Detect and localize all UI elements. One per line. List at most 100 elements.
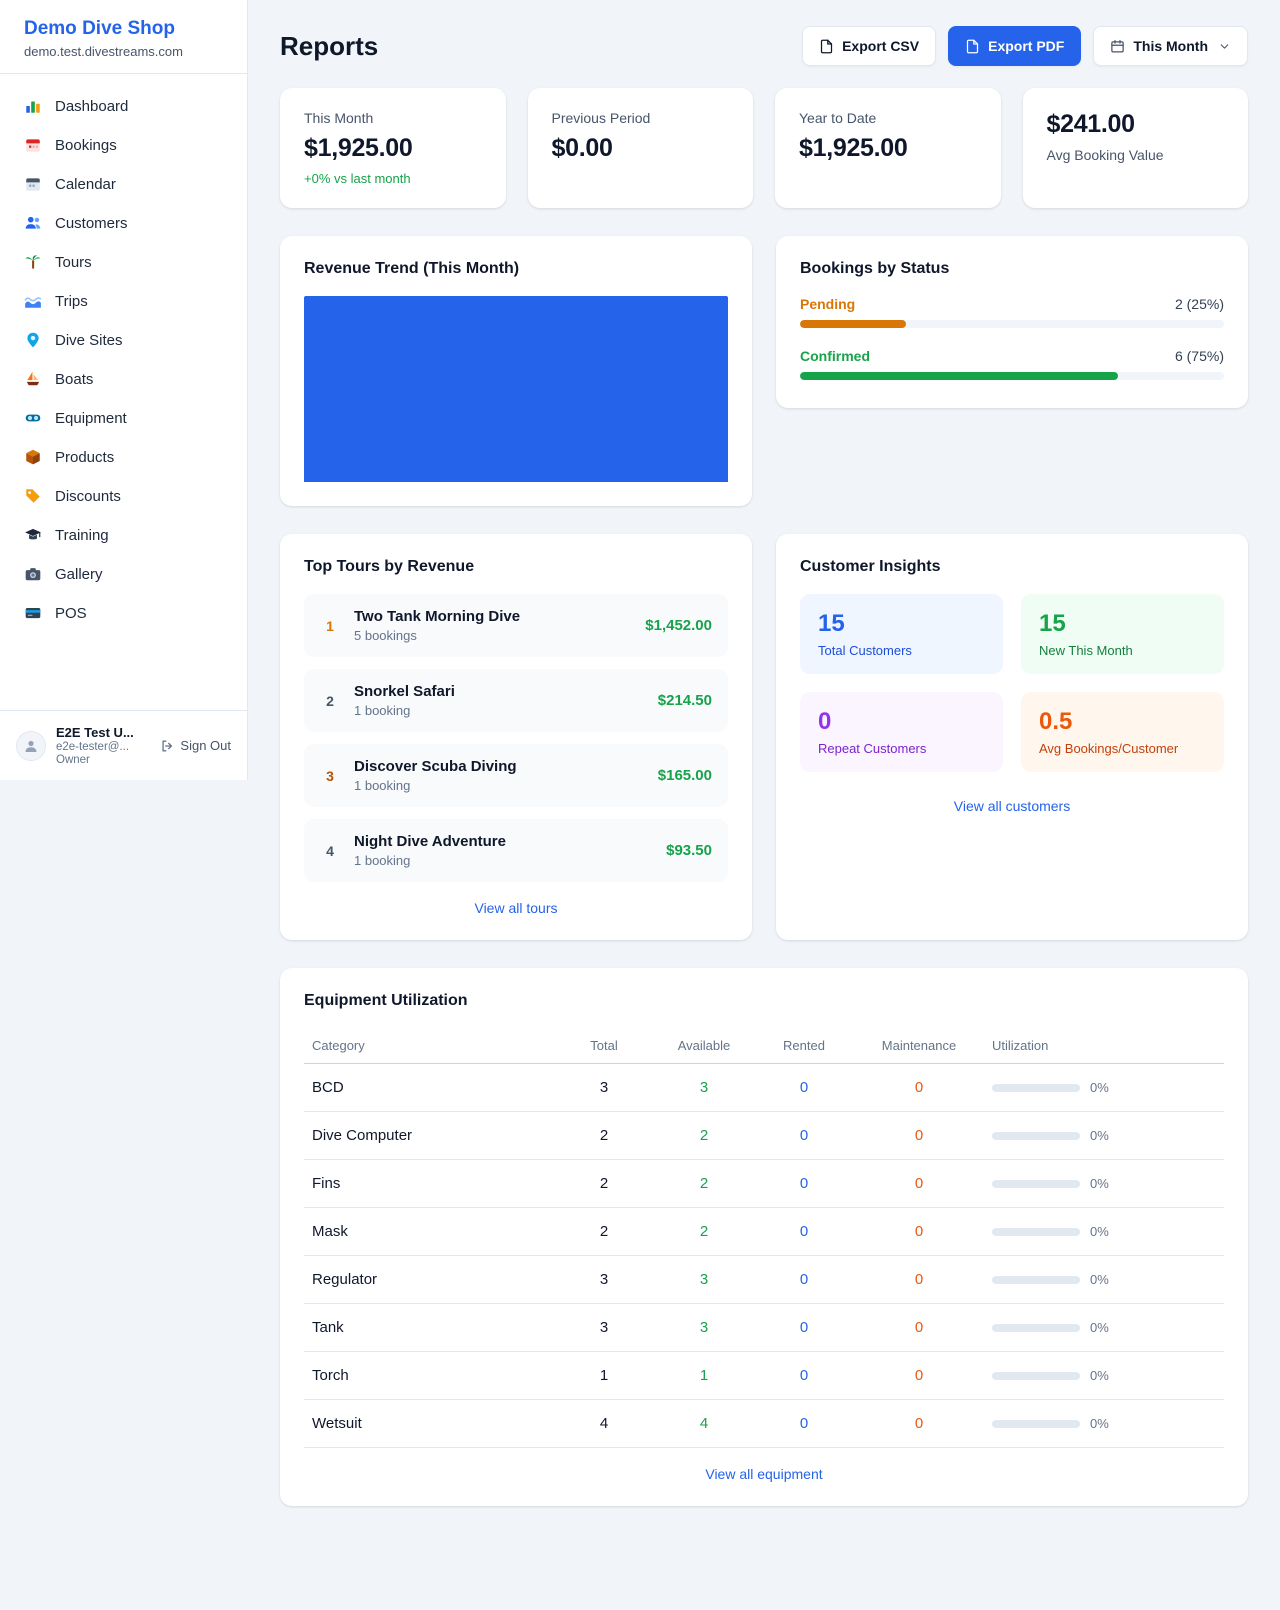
user-email: e2e-tester@...	[56, 741, 130, 753]
utilization-text: 0%	[1090, 1224, 1109, 1239]
utilization-text: 0%	[1090, 1128, 1109, 1143]
utilization-track	[992, 1227, 1080, 1236]
sidebar-item-dive-sites[interactable]: Dive Sites	[12, 322, 235, 358]
status-head: Confirmed 6 (75%)	[800, 348, 1224, 364]
utilization-track	[992, 1275, 1080, 1284]
tour-info: Snorkel Safari 1 booking	[354, 683, 644, 718]
sidebar-item-dashboard[interactable]: Dashboard	[12, 88, 235, 124]
user-name: E2E Test U...	[56, 725, 134, 740]
utilization-cell: 0%	[992, 1272, 1216, 1287]
tour-revenue: $214.50	[657, 692, 712, 709]
equipment-rented: 0	[754, 1159, 854, 1208]
tour-rank: 1	[326, 617, 334, 634]
progress-fill	[800, 372, 1118, 380]
tour-row: 1 Two Tank Morning Dive 5 bookings $1,45…	[304, 594, 728, 657]
status-value: 2 (25%)	[1174, 296, 1224, 312]
equipment-total: 2	[554, 1111, 654, 1160]
equipment-available: 1	[654, 1351, 754, 1400]
sidebar-item-label: Boats	[55, 370, 94, 388]
equipment-available: 2	[654, 1159, 754, 1208]
period-selector[interactable]: This Month	[1093, 26, 1248, 66]
utilization-text: 0%	[1090, 1320, 1109, 1335]
tour-name: Night Dive Adventure	[354, 833, 506, 850]
sidebar-header: Demo Dive Shop demo.test.divestreams.com	[0, 0, 247, 74]
people-icon	[24, 214, 42, 232]
stat-label: Avg Booking Value	[1046, 147, 1164, 163]
equipment-category: Mask	[304, 1207, 554, 1256]
tour-name: Two Tank Morning Dive	[354, 608, 521, 625]
sidebar-item-label: Discounts	[55, 487, 121, 505]
sign-out-button[interactable]: Sign Out	[160, 738, 231, 753]
equipment-available: 2	[654, 1111, 754, 1160]
view-all-customers-link[interactable]: View all customers	[953, 798, 1071, 814]
sidebar-item-products[interactable]: Products	[12, 439, 235, 475]
sidebar-item-tours[interactable]: Tours	[12, 244, 235, 280]
sidebar-item-training[interactable]: Training	[12, 517, 235, 553]
equipment-maintenance: 0	[854, 1111, 984, 1160]
equipment-row-fins: Fins 2 2 0 0 0%	[304, 1159, 1224, 1208]
view-all-equipment-link[interactable]: View all equipment	[705, 1466, 823, 1482]
camera-icon	[24, 565, 42, 583]
tour-info: Night Dive Adventure 1 booking	[354, 833, 652, 868]
equipment-row-mask: Mask 2 2 0 0 0%	[304, 1207, 1224, 1256]
equipment-row-regulator: Regulator 3 3 0 0 0%	[304, 1255, 1224, 1304]
equipment-maintenance: 0	[854, 1207, 984, 1256]
sidebar-item-pos[interactable]: POS	[12, 595, 235, 631]
sidebar-item-calendar[interactable]: Calendar	[12, 166, 235, 202]
status-value: 6 (75%)	[1174, 348, 1224, 364]
equipment-total: 1	[554, 1351, 654, 1400]
tour-name: Discover Scuba Diving	[354, 758, 517, 775]
utilization-cell: 0%	[992, 1320, 1216, 1335]
utilization-track	[992, 1083, 1080, 1092]
sidebar-item-bookings[interactable]: Bookings	[12, 127, 235, 163]
utilization-text: 0%	[1090, 1176, 1109, 1191]
equipment-category: Fins	[304, 1159, 554, 1208]
page-header: Reports Export CSV Export PDF This Month	[280, 26, 1248, 66]
sidebar-item-label: Equipment	[55, 409, 127, 427]
sign-out-icon	[160, 739, 174, 753]
equipment-category: Tank	[304, 1303, 554, 1352]
palm-tree-icon	[24, 253, 42, 271]
tour-bookings: 5 bookings	[354, 628, 417, 643]
equipment-utilization-title: Equipment Utilization	[304, 992, 468, 1009]
sidebar-item-boats[interactable]: Boats	[12, 361, 235, 397]
stat-value: $1,925.00	[799, 134, 908, 162]
progress-track	[800, 320, 1224, 328]
utilization-cell: 0%	[992, 1224, 1216, 1239]
equipment-maintenance: 0	[854, 1159, 984, 1208]
sidebar-item-customers[interactable]: Customers	[12, 205, 235, 241]
status-label: Pending	[800, 296, 856, 312]
stat-value: $0.00	[551, 134, 613, 162]
status-row-pending: Pending 2 (25%)	[800, 296, 1224, 328]
export-pdf-button[interactable]: Export PDF	[948, 26, 1082, 66]
tour-row: 2 Snorkel Safari 1 booking $214.50	[304, 669, 728, 732]
equipment-total: 3	[554, 1303, 654, 1352]
sidebar-item-label: Dashboard	[55, 97, 129, 115]
tile-value: 15	[818, 610, 845, 637]
export-csv-button[interactable]: Export CSV	[802, 26, 937, 66]
stat-delta: +0% vs last month	[304, 171, 411, 186]
sidebar-item-gallery[interactable]: Gallery	[12, 556, 235, 592]
equipment-utilization-card: Equipment Utilization Category Total Ava…	[280, 968, 1248, 1506]
sidebar-item-equipment[interactable]: Equipment	[12, 400, 235, 436]
user-meta: E2E Test U... e2e-tester@... Owner	[56, 725, 150, 766]
tile-label: Total Customers	[818, 643, 912, 658]
equipment-total: 4	[554, 1399, 654, 1448]
tour-bookings: 1 booking	[354, 778, 411, 793]
tile-value: 0	[818, 708, 832, 735]
sidebar-item-trips[interactable]: Trips	[12, 283, 235, 319]
tour-bookings: 1 booking	[354, 853, 411, 868]
credit-card-icon	[24, 604, 42, 622]
stat-label: Year to Date	[799, 110, 877, 126]
bookings-by-status-card: Bookings by Status Pending 2 (25%) Confi…	[776, 236, 1248, 408]
col-category: Category	[304, 1028, 554, 1064]
user-role: Owner	[56, 754, 90, 766]
revenue-trend-title: Revenue Trend (This Month)	[304, 260, 520, 277]
tile-label: Repeat Customers	[818, 741, 927, 756]
customer-insights-title: Customer Insights	[800, 558, 941, 575]
sidebar-item-discounts[interactable]: Discounts	[12, 478, 235, 514]
equipment-category: Torch	[304, 1351, 554, 1400]
view-all-tours-link[interactable]: View all tours	[474, 900, 558, 916]
tour-rank: 4	[326, 842, 334, 859]
box-icon	[24, 448, 42, 466]
